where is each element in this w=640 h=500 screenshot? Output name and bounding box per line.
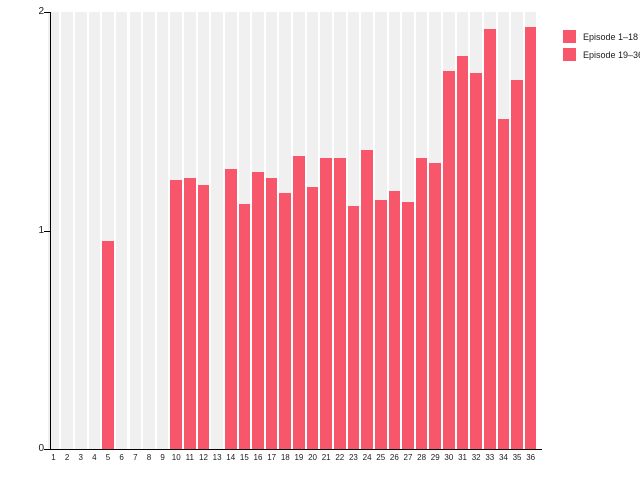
- category-band: [61, 12, 73, 449]
- x-tick-label: 26: [389, 453, 399, 462]
- legend-entry-episode-19-36: Episode 19–36: [563, 48, 640, 61]
- y-tick-label: 1: [38, 224, 44, 236]
- bar-episode-23: [347, 206, 360, 449]
- category-band: [102, 12, 114, 449]
- x-tick-label: 33: [485, 453, 495, 462]
- x-tick-label: 30: [444, 453, 454, 462]
- x-tick-label: 5: [105, 453, 111, 462]
- bar-episode-12: [197, 184, 210, 449]
- x-tick-label: 32: [471, 453, 481, 462]
- bar-episode-25: [374, 199, 387, 449]
- x-tick-label: 27: [403, 453, 413, 462]
- x-axis-line: [49, 449, 543, 450]
- legend-swatch-icon: [563, 30, 576, 43]
- bar-episode-17: [265, 178, 278, 449]
- x-tick-label: 7: [133, 453, 138, 462]
- bar-episode-32: [470, 73, 482, 449]
- x-tick-label: 13: [212, 453, 222, 462]
- x-tick-label: 8: [146, 453, 152, 462]
- x-tick-label: 2: [64, 453, 70, 462]
- x-tick-label: 29: [430, 453, 440, 462]
- y-tick-label: 0: [38, 443, 44, 454]
- legend-label: Episode 19–36: [583, 49, 640, 60]
- x-tick-label: 23: [348, 453, 358, 462]
- category-band: [143, 12, 155, 449]
- x-tick-label: 9: [160, 453, 165, 462]
- x-tick-label: 34: [498, 453, 508, 462]
- x-tick-label: 10: [171, 453, 181, 462]
- category-band: [88, 12, 101, 449]
- x-tick-label: 4: [92, 453, 97, 462]
- y-axis-tick: [43, 12, 50, 13]
- x-tick-label: 15: [239, 453, 249, 462]
- x-tick-label: 18: [280, 453, 290, 462]
- x-tick-label: 14: [226, 453, 236, 462]
- x-tick-label: 24: [362, 453, 372, 462]
- bar-episode-19: [293, 156, 305, 449]
- y-tick-label: 2: [38, 6, 44, 17]
- x-tick-label: 6: [119, 453, 124, 462]
- x-tick-label: 28: [417, 453, 427, 462]
- bar-episode-30: [443, 70, 455, 449]
- x-tick-label: 20: [308, 453, 317, 462]
- x-tick-label: 36: [526, 453, 536, 462]
- bar-episode-36: [524, 27, 537, 449]
- bar-episode-18: [279, 193, 292, 449]
- x-tick-label: 35: [512, 453, 522, 462]
- x-tick-label: 19: [294, 453, 304, 462]
- bar-episode-21: [320, 158, 332, 449]
- category-band: [74, 12, 87, 449]
- legend: Episode 1–18 Episode 19–36: [563, 30, 640, 66]
- bar-episode-28: [415, 158, 428, 449]
- x-tick-label: 31: [458, 453, 467, 462]
- x-tick-label: 16: [253, 453, 263, 462]
- y-axis-tick: [43, 449, 50, 450]
- category-band: [211, 12, 223, 449]
- bar-episode-29: [429, 162, 442, 449]
- bar-episode-35: [511, 79, 523, 449]
- legend-swatch-icon: [563, 48, 576, 61]
- bar-episode-5: [102, 241, 114, 449]
- bar-episode-33: [483, 29, 496, 449]
- bar-episode-27: [402, 202, 414, 449]
- category-band: [129, 12, 142, 449]
- legend-label: Episode 1–18: [583, 31, 639, 42]
- x-tick-label: 1: [51, 453, 56, 462]
- legend-entry-episode-1-18: Episode 1–18: [563, 30, 640, 43]
- bar-episode-15: [238, 204, 251, 449]
- x-tick-label: 25: [376, 453, 386, 462]
- bar-episode-14: [224, 169, 237, 449]
- bar-episode-10: [170, 180, 182, 449]
- category-band: [156, 12, 169, 449]
- y-axis-tick: [43, 230, 50, 232]
- x-tick-label: 22: [335, 453, 345, 462]
- bar-episode-20: [306, 186, 319, 449]
- bar-episode-16: [252, 171, 264, 449]
- bar-episode-22: [334, 158, 346, 449]
- category-band: [115, 12, 128, 449]
- bar-episode-24: [361, 149, 373, 449]
- bar-episode-11: [184, 178, 196, 449]
- category-band: [47, 12, 60, 449]
- bar-episode-34: [497, 119, 510, 449]
- x-tick-label: 17: [267, 453, 277, 462]
- x-tick-label: 3: [78, 453, 83, 462]
- x-tick-label: 12: [199, 453, 208, 462]
- x-tick-label: 11: [185, 453, 194, 462]
- bar-episode-31: [456, 55, 469, 449]
- x-tick-label: 21: [321, 453, 331, 462]
- y-axis-line: [49, 12, 51, 450]
- bar-episode-26: [388, 191, 401, 449]
